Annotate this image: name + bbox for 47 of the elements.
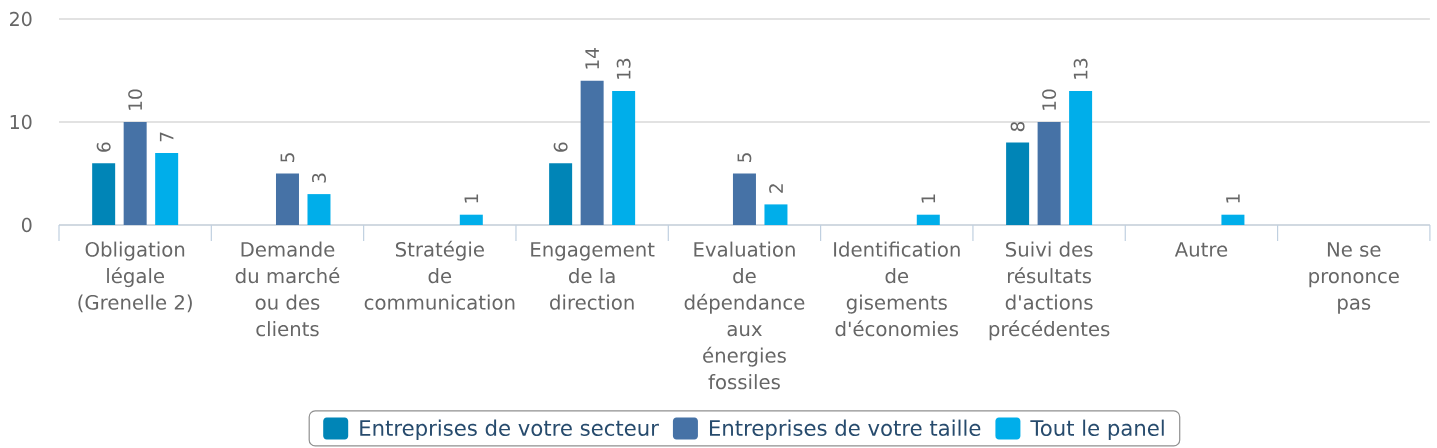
bar [612, 91, 636, 225]
data-label: 3 [311, 173, 326, 183]
data-label: 1 [921, 194, 936, 203]
x-tick-label: Suivi des résultats d'actions précédentes [989, 241, 1110, 341]
data-label: 2 [769, 184, 783, 193]
bar [1221, 214, 1245, 225]
data-label: 8 [1010, 121, 1025, 132]
bar [916, 214, 940, 225]
bar [459, 214, 483, 225]
x-tick-label: Stratégie de communication [364, 240, 515, 310]
x-tick-label: Autre [1174, 242, 1228, 257]
bar [764, 204, 788, 225]
data-label: 1 [1226, 194, 1240, 203]
x-tick-label: Engagement de la direction [531, 242, 655, 310]
x-tick-label: Ne se prononce pas [1309, 242, 1399, 314]
bar [155, 152, 179, 225]
bar [1037, 122, 1061, 225]
y-tick-label: 0 [21, 217, 32, 233]
y-tick-label: 10 [10, 114, 32, 130]
bar [123, 122, 147, 225]
data-label: 1 [464, 194, 479, 203]
bar [732, 173, 756, 225]
data-label: 13 [616, 58, 631, 79]
bar [549, 163, 573, 225]
x-tick-label: Evaluation de dépendance aux énergies fossiles [684, 241, 805, 390]
y-tick-label: 20 [10, 11, 32, 27]
x-tick-label: Identification de gisements d'économies [834, 241, 960, 337]
bar [92, 163, 116, 225]
data-label: 7 [159, 132, 174, 142]
data-label: 10 [128, 89, 143, 110]
bar [580, 80, 604, 225]
bar [1069, 91, 1093, 225]
x-tick-label: Demande du marché ou des clients [235, 241, 340, 337]
legend-label: Entreprises de votre taille [710, 419, 981, 441]
data-label: 10 [1042, 89, 1057, 110]
bar [1006, 142, 1030, 225]
legend-label: Tout le panel [1030, 419, 1164, 441]
bar [307, 194, 331, 225]
legend-label: Entreprises de votre secteur [360, 419, 659, 441]
data-label: 14 [585, 48, 599, 69]
bar [275, 173, 299, 225]
x-tick-label: Obligation légale (Grenelle 2) [78, 241, 192, 313]
data-label: 6 [96, 142, 111, 152]
data-label: 6 [553, 142, 568, 152]
data-label: 5 [280, 153, 295, 162]
data-label: 5 [737, 153, 752, 162]
data-label: 13 [1073, 58, 1088, 79]
